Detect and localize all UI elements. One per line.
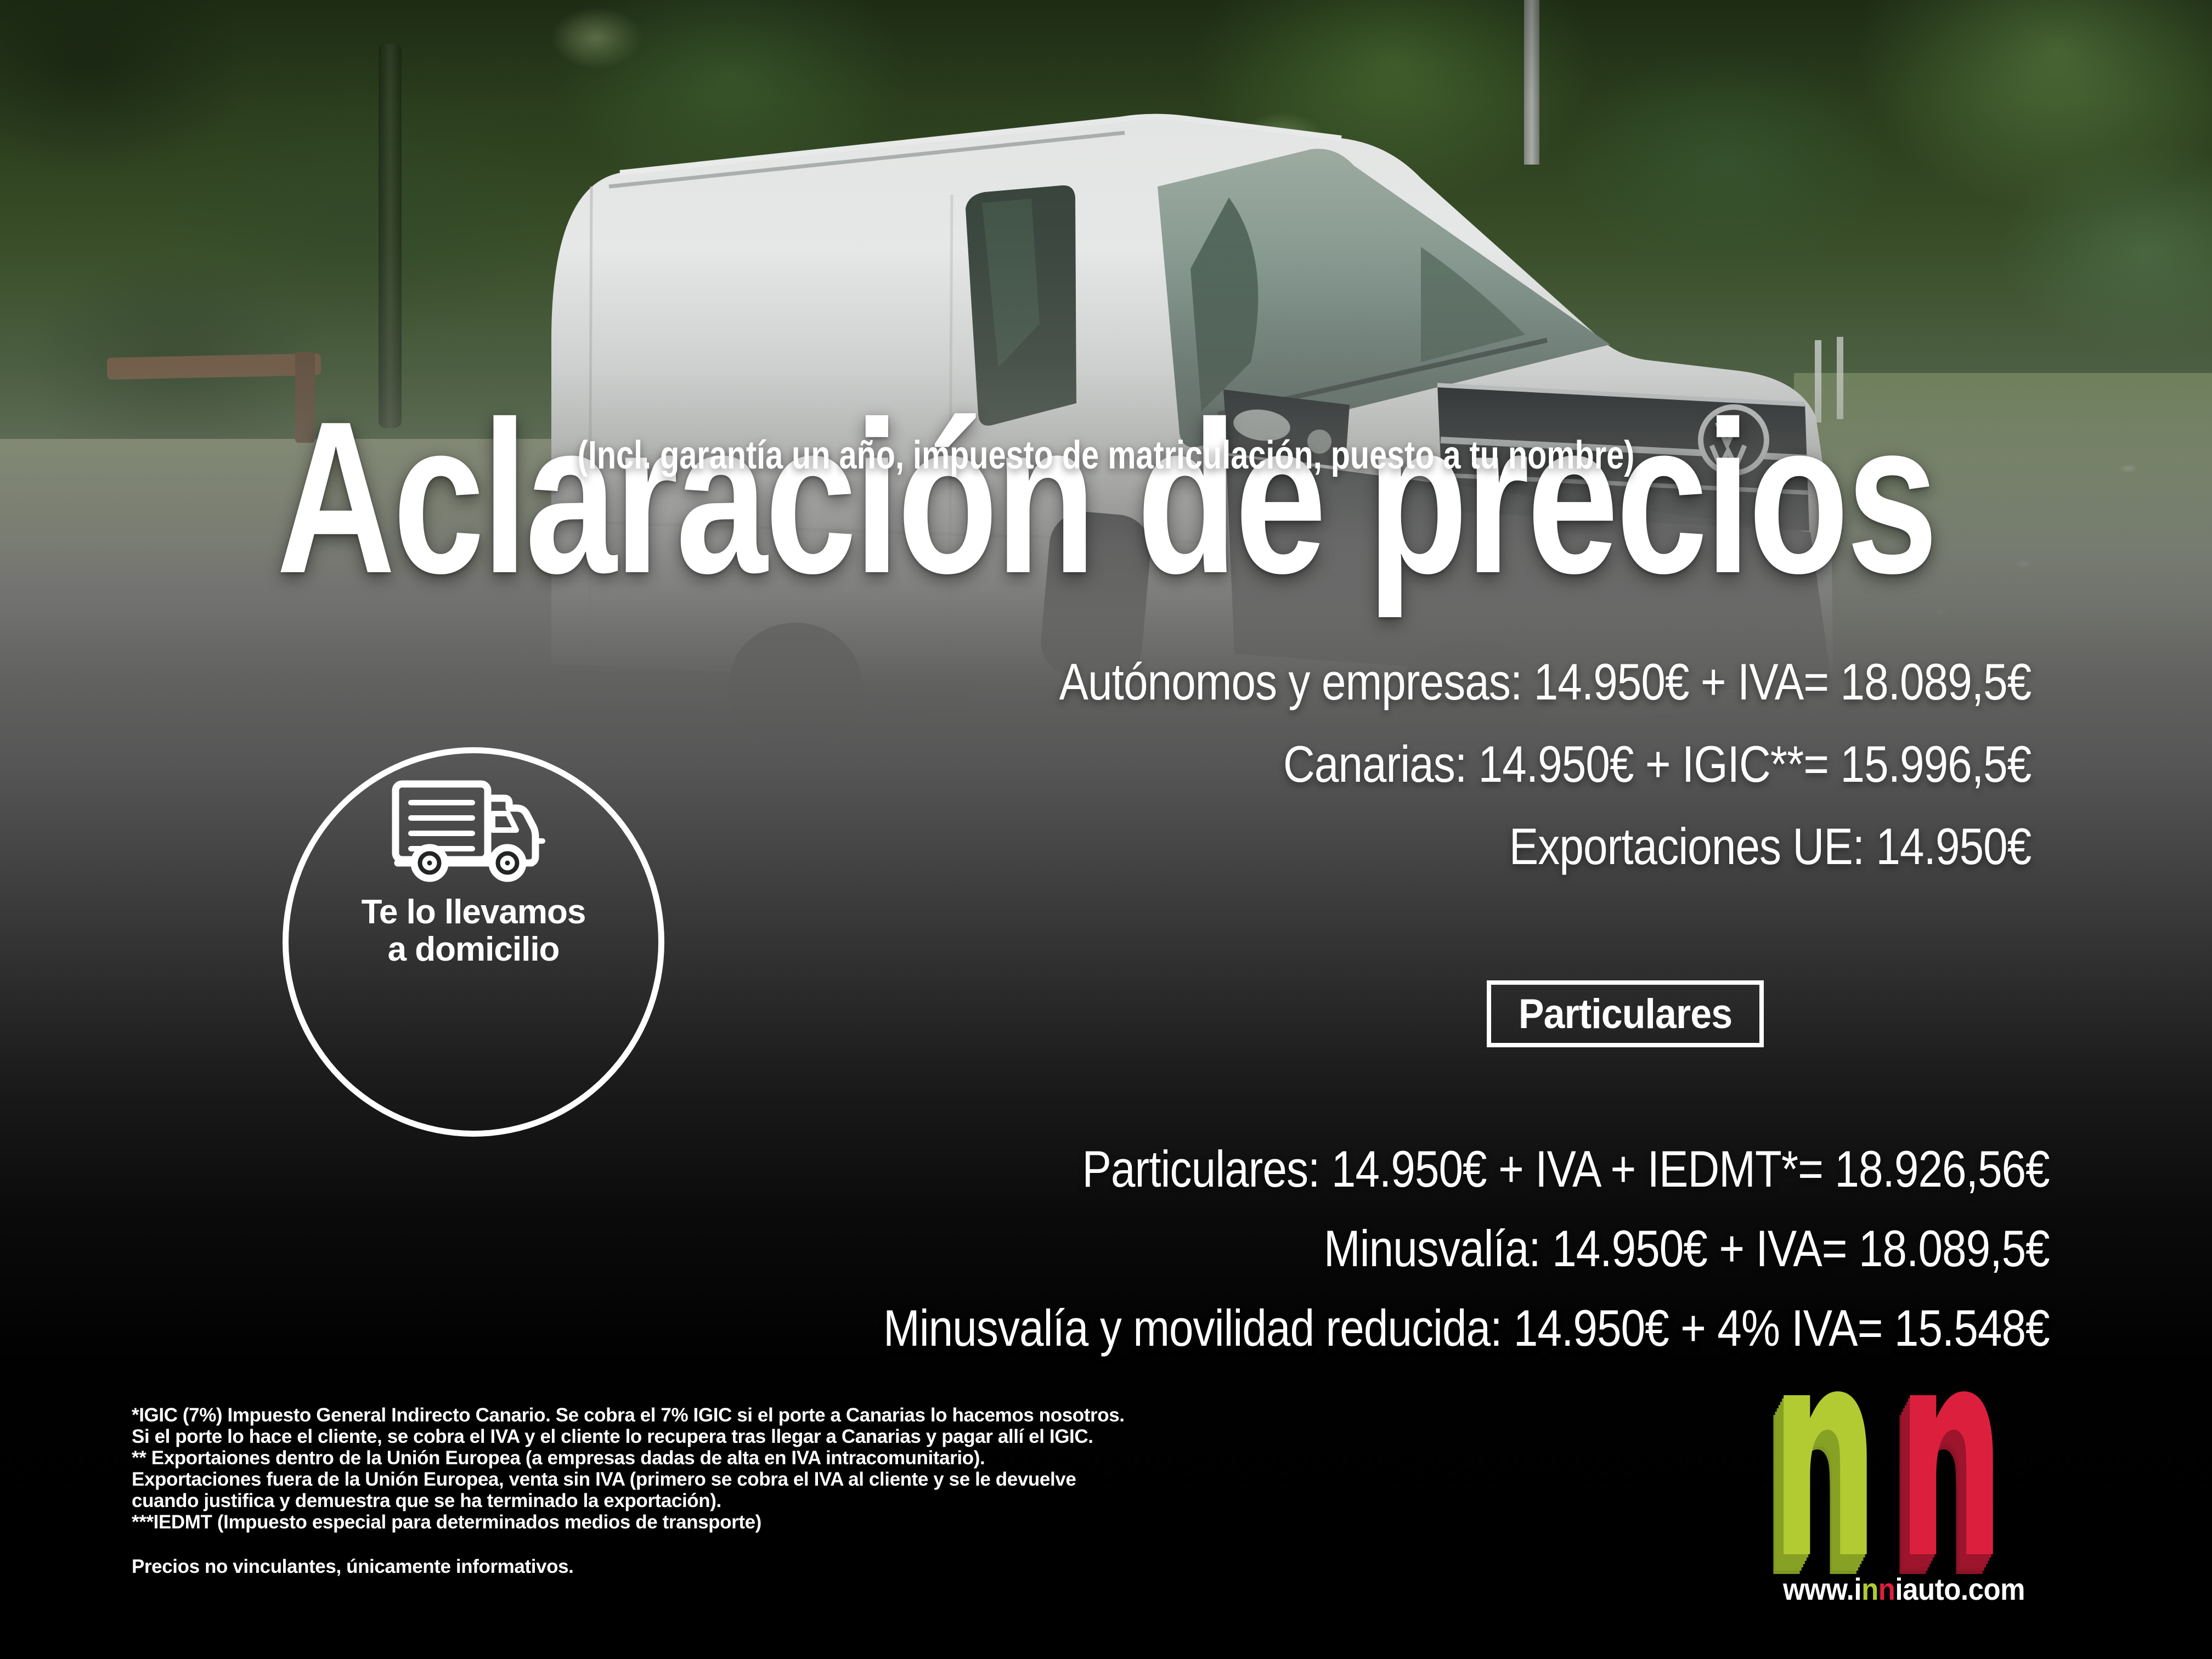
home-delivery-badge: Te lo llevamos a domicilio [283, 747, 664, 1137]
price-line-autonomos: Autónomos y empresas: 14.950€ + IVA= 18.… [1059, 653, 2032, 710]
url-segment: i [1854, 1572, 1862, 1606]
badge-line1: Te lo llevamos [361, 893, 586, 931]
logo-letter-n-green: n [1771, 1284, 1879, 1623]
footnote-line: Si el porte lo hace el cliente, se cobra… [132, 1426, 1093, 1447]
website-url: www.inniauto.com [1783, 1574, 2025, 1605]
footnote-line: ** Exportaiones dentro de la Unión Europ… [132, 1447, 985, 1469]
url-segment-green-n: n [1861, 1572, 1878, 1606]
inniauto-logo: nn [1771, 1308, 2005, 1599]
url-segment: www. [1783, 1572, 1854, 1606]
footnote-line: Exportaciones fuera de la Unión Europea,… [132, 1469, 1076, 1490]
price-line-minusvalia-movilidad: Minusvalía y movilidad reducida: 14.950€… [883, 1299, 2050, 1357]
footnote-line: *IGIC (7%) Impuesto General Indirecto Ca… [132, 1404, 1125, 1426]
price-line-exportaciones-ue: Exportaciones UE: 14.950€ [1509, 817, 2032, 875]
footnote-line: cuando justifica y demuestra que se ha t… [132, 1490, 721, 1511]
footnote-line: ***IEDMT (Impuesto especial para determi… [132, 1511, 761, 1533]
badge-line2: a domicilio [387, 930, 560, 968]
url-segment-red-n: n [1878, 1572, 1895, 1606]
price-line-canarias: Canarias: 14.950€ + IGIC**= 15.996,5€ [1283, 735, 2032, 793]
business-prices-list: Autónomos y empresas: 14.950€ + IVA= 18.… [1059, 641, 2032, 888]
private-prices-list: Particulares: 14.950€ + IVA + IEDMT*= 18… [883, 1129, 2050, 1368]
subtitle: (Incl. garantía un año, impuesto de matr… [577, 433, 1635, 477]
disclaimer-line: Precios no vinculantes, únicamente infor… [132, 1556, 574, 1577]
footnotes-block: *IGIC (7%) Impuesto General Indirecto Ca… [132, 1404, 1125, 1577]
badge-text: Te lo llevamos a domicilio [362, 894, 586, 968]
particulares-label: Particulares [1518, 990, 1733, 1037]
delivery-truck-icon [392, 780, 545, 882]
price-line-particulares: Particulares: 14.950€ + IVA + IEDMT*= 18… [1082, 1140, 2050, 1198]
particulares-section-box: Particulares [1487, 980, 1764, 1047]
url-segment: iauto.com [1895, 1572, 2025, 1606]
logo-letter-n-red: n [1897, 1284, 2005, 1623]
price-line-minusvalia: Minusvalía: 14.950€ + IVA= 18.089,5€ [1324, 1220, 2050, 1277]
page-title: Aclaración de precios [276, 375, 1938, 618]
